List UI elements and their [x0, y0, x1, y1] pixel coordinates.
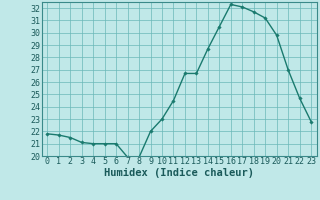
X-axis label: Humidex (Indice chaleur): Humidex (Indice chaleur) — [104, 168, 254, 178]
